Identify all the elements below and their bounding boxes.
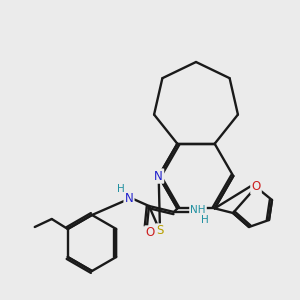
- Text: O: O: [251, 181, 261, 194]
- Text: H: H: [117, 184, 125, 194]
- Text: H: H: [201, 215, 209, 225]
- Text: N: N: [154, 169, 163, 183]
- Text: N: N: [124, 191, 134, 205]
- Text: S: S: [156, 224, 164, 238]
- Text: NH: NH: [190, 205, 206, 215]
- Text: O: O: [146, 226, 154, 239]
